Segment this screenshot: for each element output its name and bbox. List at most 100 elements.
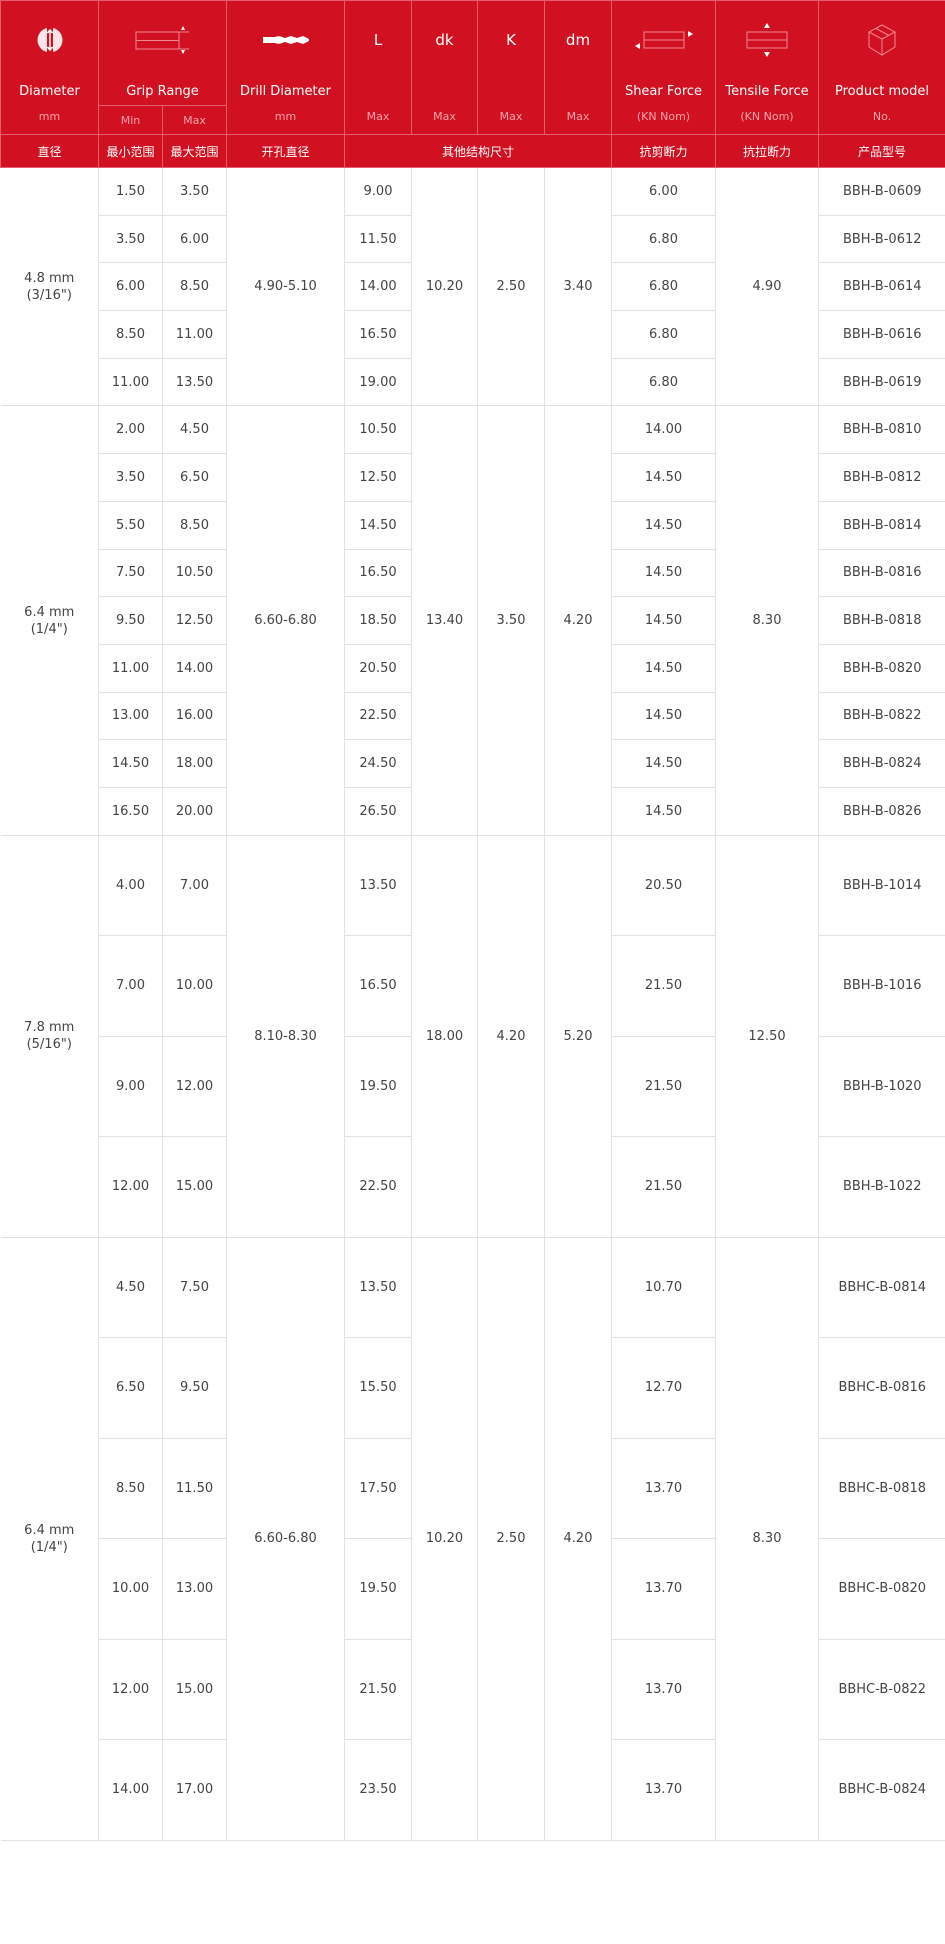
K-cell: 3.50	[477, 405, 545, 836]
L-cell: 26.50	[344, 786, 412, 836]
product-model-cell: BBH-B-0826	[818, 786, 945, 836]
tensile-force-cell: 8.30	[715, 1236, 819, 1841]
table-row: 13.00 16.00 22.50 14.50 BBH-B-0822	[1, 691, 945, 741]
product-model-cell: BBH-B-0818	[818, 596, 945, 645]
grip-min-cell: 7.00	[98, 935, 163, 1037]
dk-cell: 10.20	[411, 166, 478, 407]
shear-title: Shear Force	[624, 84, 703, 99]
L-title: L	[373, 31, 383, 49]
table-row: 14.50 18.00 24.50 14.50 BBH-B-0824	[1, 739, 945, 788]
product-model-cell: BBHC-B-0816	[818, 1337, 945, 1439]
L-cell: 13.50	[344, 834, 412, 937]
table-row: 11.00 13.50 19.00 6.80 BBH-B-0619	[1, 357, 945, 407]
product-model-cell: BBH-B-0612	[818, 214, 945, 264]
grip-min-cell: 14.00	[98, 1739, 163, 1841]
diameter-unit: mm	[38, 110, 61, 123]
table-row: 4.8 mm (3/16") 1.50 3.50 4.90-5.10 9.00 10.20 2…	[0, 166, 945, 407]
L-cell: 19.50	[344, 1538, 412, 1640]
grip-min-cell: 8.50	[98, 310, 163, 359]
drill-unit: mm	[274, 110, 297, 123]
tensile-unit: (KN Nom)	[740, 110, 794, 123]
dm-title: dm	[565, 31, 591, 49]
rivet-spec-table: Diameter mm Grip Range Drill Diameter mm…	[0, 0, 945, 1841]
shear-force-cell: 21.50	[611, 1035, 716, 1138]
product-model-cell: BBH-B-1014	[818, 834, 945, 937]
K-cell: 4.20	[477, 834, 545, 1238]
box-icon	[819, 1, 945, 79]
diameter-inch: (1/4")	[30, 621, 68, 637]
L-cell: 10.50	[344, 405, 412, 455]
product-model-cell: BBH-B-0816	[818, 548, 945, 598]
shear-force-cell: 6.80	[611, 357, 716, 407]
header-grip: Grip Range	[98, 0, 227, 106]
grip-min-cell: 7.50	[98, 548, 163, 598]
grip-max-cell: 7.50	[162, 1236, 227, 1339]
grip-min-cell: 14.50	[98, 739, 163, 788]
grip-min-cell: 11.00	[98, 643, 163, 693]
grip-min-cell: 4.50	[98, 1236, 163, 1339]
diameter-cell: 6.4 mm (1/4")	[0, 1236, 99, 1841]
tensile-force-cell: 4.90	[715, 166, 819, 407]
grip-max-cell: 6.50	[162, 453, 227, 502]
grip-min-cell: 3.50	[98, 453, 163, 502]
L-cell: 16.50	[344, 310, 412, 359]
diameter-cell: 6.4 mm (1/4")	[0, 405, 99, 836]
shear-force-cell: 6.00	[611, 167, 716, 216]
other-dimensions-cn: 其他结构尺寸	[344, 134, 612, 168]
grip-max-cell: 16.00	[162, 691, 227, 741]
L-cell: 18.50	[344, 596, 412, 645]
diameter-title: Diameter	[19, 84, 80, 99]
grip-min-cell: 12.00	[98, 1638, 163, 1741]
dm-cell: 4.20	[544, 1236, 612, 1841]
L-cell: 19.50	[344, 1035, 412, 1138]
header-shear: Shear Force (KN Nom)	[611, 0, 716, 135]
dk-cell: 13.40	[411, 405, 478, 836]
table-row: 6.4 mm (1/4") 2.00 4.50 6.60-6.80 10.50 13.40 3…	[0, 405, 945, 836]
product-model-cell: BBH-B-0616	[818, 310, 945, 359]
grip-max-cell: 11.00	[162, 310, 227, 359]
K-title: K	[506, 31, 516, 49]
L-cell: 11.50	[344, 214, 412, 264]
L-cell: 20.50	[344, 643, 412, 693]
table-row: 8.50 11.50 17.50 13.70 BBHC-B-0818	[1, 1437, 945, 1540]
table-row: 9.00 12.00 19.50 21.50 BBH-B-1020	[1, 1035, 945, 1138]
table-row: 3.50 6.00 11.50 6.80 BBH-B-0612	[1, 214, 945, 264]
shear-force-cell: 14.50	[611, 739, 716, 788]
dm-cell: 5.20	[544, 834, 612, 1238]
header-diameter: Diameter mm	[0, 0, 99, 135]
L-cell: 16.50	[344, 935, 412, 1037]
shear-force-cell: 14.50	[611, 786, 716, 836]
L-cell: 15.50	[344, 1337, 412, 1439]
shear-force-cell: 14.50	[611, 500, 716, 550]
table-row: 14.00 17.00 23.50 13.70 BBHC-B-0824	[1, 1739, 945, 1841]
grip-max-cell: 12.00	[162, 1035, 227, 1138]
shear-force-cell: 13.70	[611, 1638, 716, 1741]
grip-max-cell: 11.50	[162, 1437, 227, 1540]
product-model-cell: BBH-B-1020	[818, 1035, 945, 1138]
table-row: 7.50 10.50 16.50 14.50 BBH-B-0816	[1, 548, 945, 598]
grip-min-cell: 2.00	[98, 405, 163, 455]
diameter-mm: 6.4 mm	[24, 604, 75, 620]
drill-diameter-cell: 6.60-6.80	[226, 1236, 345, 1841]
grip-min-label: Min	[98, 105, 163, 135]
product-model-cell: BBH-B-0814	[818, 500, 945, 550]
L-cell: 17.50	[344, 1437, 412, 1540]
grip-min-cell: 8.50	[98, 1437, 163, 1540]
grip-min-cell: 4.00	[98, 834, 163, 937]
grip-min-cn: 最小范围	[98, 134, 163, 168]
grip-min-cell: 9.50	[98, 596, 163, 645]
grip-max-cell: 7.00	[162, 834, 227, 937]
diameter-cell: 4.8 mm (3/16")	[0, 166, 99, 407]
grip-min-cell: 3.50	[98, 214, 163, 264]
grip-min-cell: 9.00	[98, 1035, 163, 1138]
table-row: 7.8 mm (5/16") 4.00 7.00 8.10-8.30 13.50 18.00…	[0, 834, 945, 1238]
diameter-mm: 6.4 mm	[24, 1522, 75, 1538]
grip-max-cell: 14.00	[162, 643, 227, 693]
L-cell: 16.50	[344, 548, 412, 598]
shear-force-cell: 13.70	[611, 1739, 716, 1841]
product-model-cell: BBH-B-1016	[818, 935, 945, 1037]
grip-max-cell: 10.50	[162, 548, 227, 598]
shear-force-cell: 6.80	[611, 214, 716, 264]
grip-max-cell: 12.50	[162, 596, 227, 645]
shear-unit: (KN Nom)	[636, 110, 691, 123]
